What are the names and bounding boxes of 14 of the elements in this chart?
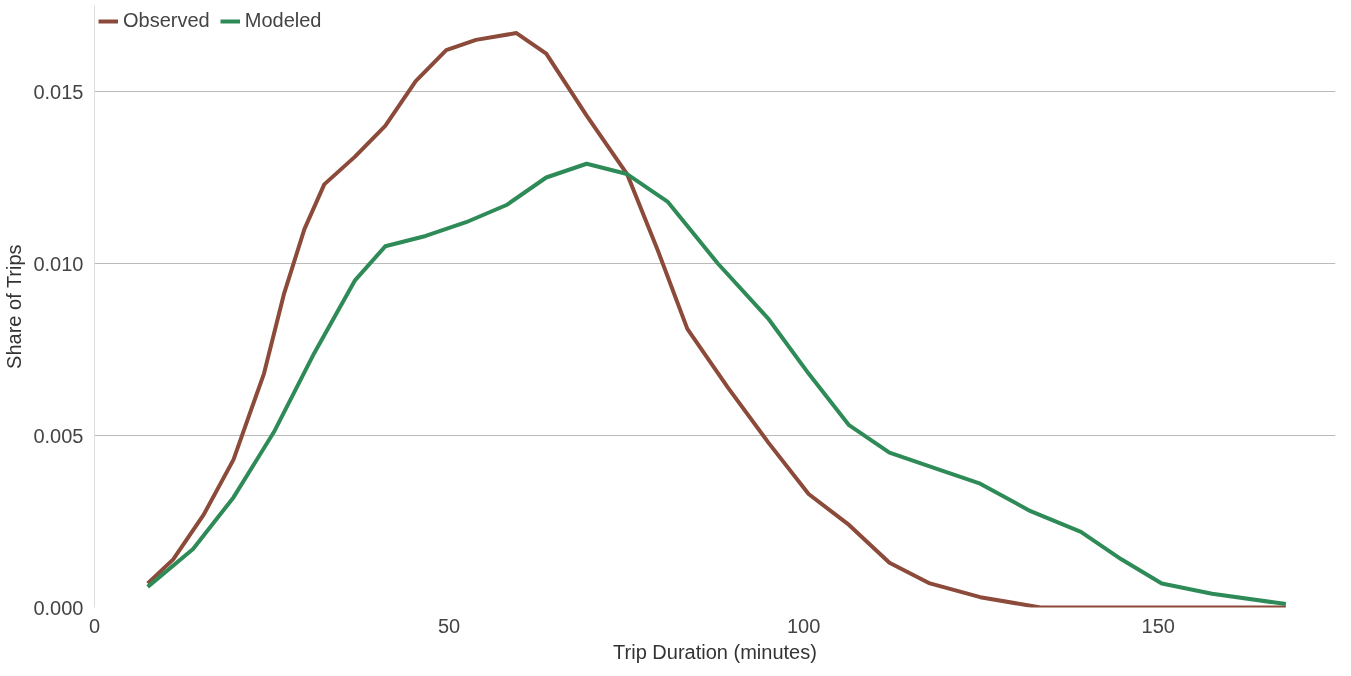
legend-label: Modeled [244,9,322,32]
line-series [145,31,1288,608]
y-tick-label: 0.010 [33,252,84,275]
x-tick-label: 50 [437,614,461,637]
x-axis-title: Trip Duration (minutes) [613,640,817,663]
y-tick-label: 0.005 [33,424,84,447]
y-tick-label: 0.000 [33,596,84,619]
y-tick-label: 0.015 [33,80,84,103]
x-tick-label: 100 [786,614,821,637]
x-tick-label: 0 [88,614,101,637]
line-series [145,161,1288,607]
x-tick-label: 150 [1141,614,1175,637]
legend-label: Observed [123,9,210,32]
y-axis-title: Share of Trips [3,244,26,369]
